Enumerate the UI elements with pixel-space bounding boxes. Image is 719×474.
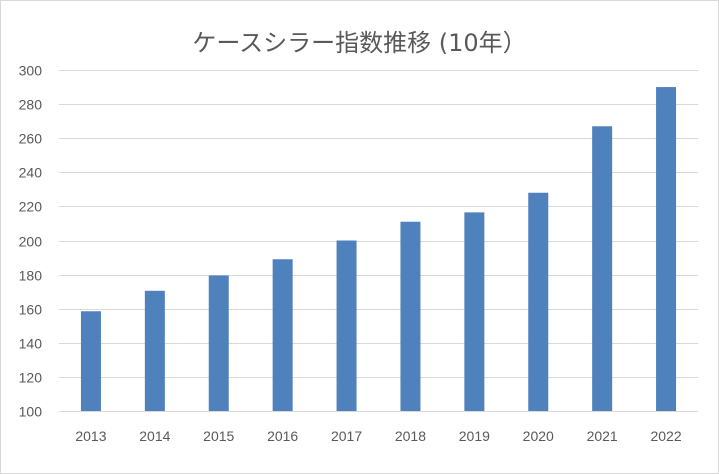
x-tick-label: 2013	[75, 428, 106, 444]
bar-2021	[592, 126, 613, 411]
y-tick-label: 220	[19, 199, 43, 215]
bar-2018	[400, 221, 421, 411]
y-tick-label: 160	[19, 302, 43, 318]
bar-2015	[208, 275, 229, 411]
bar-2022	[656, 87, 677, 412]
x-tick-label: 2015	[203, 428, 234, 444]
bar-2014	[144, 290, 165, 411]
x-tick-label: 2014	[139, 428, 170, 444]
x-tick-label: 2016	[267, 428, 298, 444]
y-tick-label: 300	[19, 63, 43, 79]
bar-2013	[80, 311, 101, 411]
x-tick-label: 2020	[523, 428, 554, 444]
y-tick-label: 260	[19, 131, 43, 147]
x-tick-label: 2017	[331, 428, 362, 444]
chart-title: ケースシラー指数推移 (10年）	[192, 29, 527, 57]
y-tick-label: 180	[19, 268, 43, 284]
bar-2019	[464, 212, 485, 411]
y-tick-label: 200	[19, 234, 43, 250]
y-tick-label: 280	[19, 97, 43, 113]
y-tick-label: 120	[19, 370, 43, 386]
bar-2016	[272, 259, 293, 411]
bar-2020	[528, 192, 549, 411]
y-tick-label: 140	[19, 336, 43, 352]
y-tick-label: 240	[19, 165, 43, 181]
x-tick-label: 2022	[650, 428, 681, 444]
y-tick-label: 100	[19, 404, 43, 420]
bar-2017	[336, 240, 357, 411]
x-tick-label: 2021	[587, 428, 618, 444]
x-tick-label: 2018	[395, 428, 426, 444]
x-tick-label: 2019	[459, 428, 490, 444]
